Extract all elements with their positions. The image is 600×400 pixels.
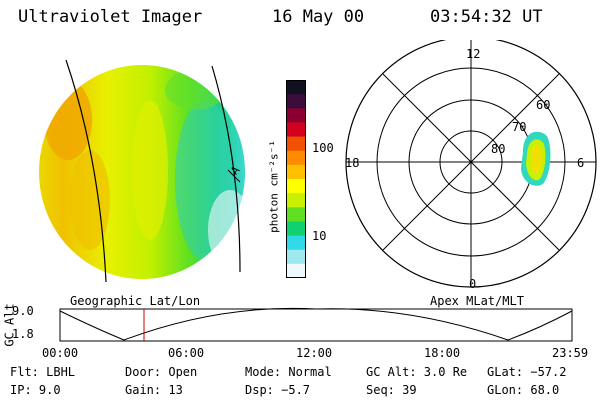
alt-ytick-9: 9.0: [12, 304, 34, 318]
alt-xtick-2359: 23:59: [552, 346, 589, 360]
colorbar-band: [286, 108, 306, 123]
time-label: 03:54:32 UT: [430, 7, 543, 27]
info-gcalt: GC Alt: 3.0 Re: [366, 365, 468, 379]
lat-label-60: 60: [536, 98, 551, 112]
info-gain: Gain: 13: [125, 383, 183, 397]
left-panel-caption: Geographic Lat/Lon: [70, 294, 201, 308]
lat-label-80: 80: [491, 142, 506, 156]
colorbar-frame: [286, 80, 306, 278]
info-flt: Flt: LBHL: [10, 365, 76, 379]
longitude-line-west: [65, 59, 107, 283]
colorbar-band: [286, 221, 306, 237]
alt-ylabel: GC Alt: [2, 303, 17, 347]
instrument-title: Ultraviolet Imager: [18, 7, 203, 27]
altitude-plot: [59, 307, 573, 342]
colorbar-band: [286, 249, 306, 265]
colorbar-band: [286, 150, 306, 166]
colorbar-band: [286, 263, 306, 278]
info-glat: GLat: −57.2: [487, 365, 567, 379]
colorbar-band: [286, 207, 306, 222]
earth-disk-image: [39, 65, 245, 279]
alt-xtick-1200: 12:00: [296, 346, 333, 360]
date-label: 16 May 00: [272, 7, 365, 27]
alt-xtick-1800: 18:00: [424, 346, 461, 360]
info-door: Door: Open: [125, 365, 198, 379]
polar-plot: [345, 40, 597, 288]
alt-ytick-1-8: 1.8: [12, 327, 34, 341]
info-glon: GLon: 68.0: [487, 383, 560, 397]
colorbar-band: [286, 235, 306, 251]
mlt-label-0: 0: [469, 277, 477, 291]
polar-caption: Apex MLat/MLT: [430, 294, 524, 308]
colorbar-band: [286, 94, 306, 109]
colorbar-band: [286, 164, 306, 180]
colorbar-band: [286, 80, 306, 95]
colorbar-unit-label: photon cm⁻²s⁻¹: [267, 140, 281, 233]
mlt-label-6: 6: [577, 156, 585, 170]
polar-diagonal-2: [382, 73, 560, 251]
colorbar-band: [286, 122, 306, 138]
lat-label-70: 70: [512, 120, 527, 134]
info-ip: IP: 9.0: [10, 383, 61, 397]
colorbar-band: [286, 136, 306, 152]
colorbar-tick-100: 100: [312, 141, 334, 155]
colorbar: [286, 80, 306, 278]
polar-aurora-blob: [521, 131, 551, 186]
colorbar-band: [286, 193, 306, 208]
colorbar-tick-10: 10: [312, 229, 327, 243]
info-mode: Mode: Normal: [245, 365, 332, 379]
altitude-curve: [59, 307, 573, 341]
longitude-line-east: [211, 65, 241, 273]
alt-xtick-0600: 06:00: [168, 346, 205, 360]
info-seq: Seq: 39: [366, 383, 417, 397]
info-dsp: Dsp: −5.7: [245, 383, 311, 397]
mlt-label-12: 12: [466, 47, 481, 61]
limb-tick: [227, 169, 241, 183]
colorbar-band: [286, 179, 306, 194]
alt-xtick-0000: 00:00: [42, 346, 79, 360]
mlt-label-18: 18: [345, 156, 360, 170]
